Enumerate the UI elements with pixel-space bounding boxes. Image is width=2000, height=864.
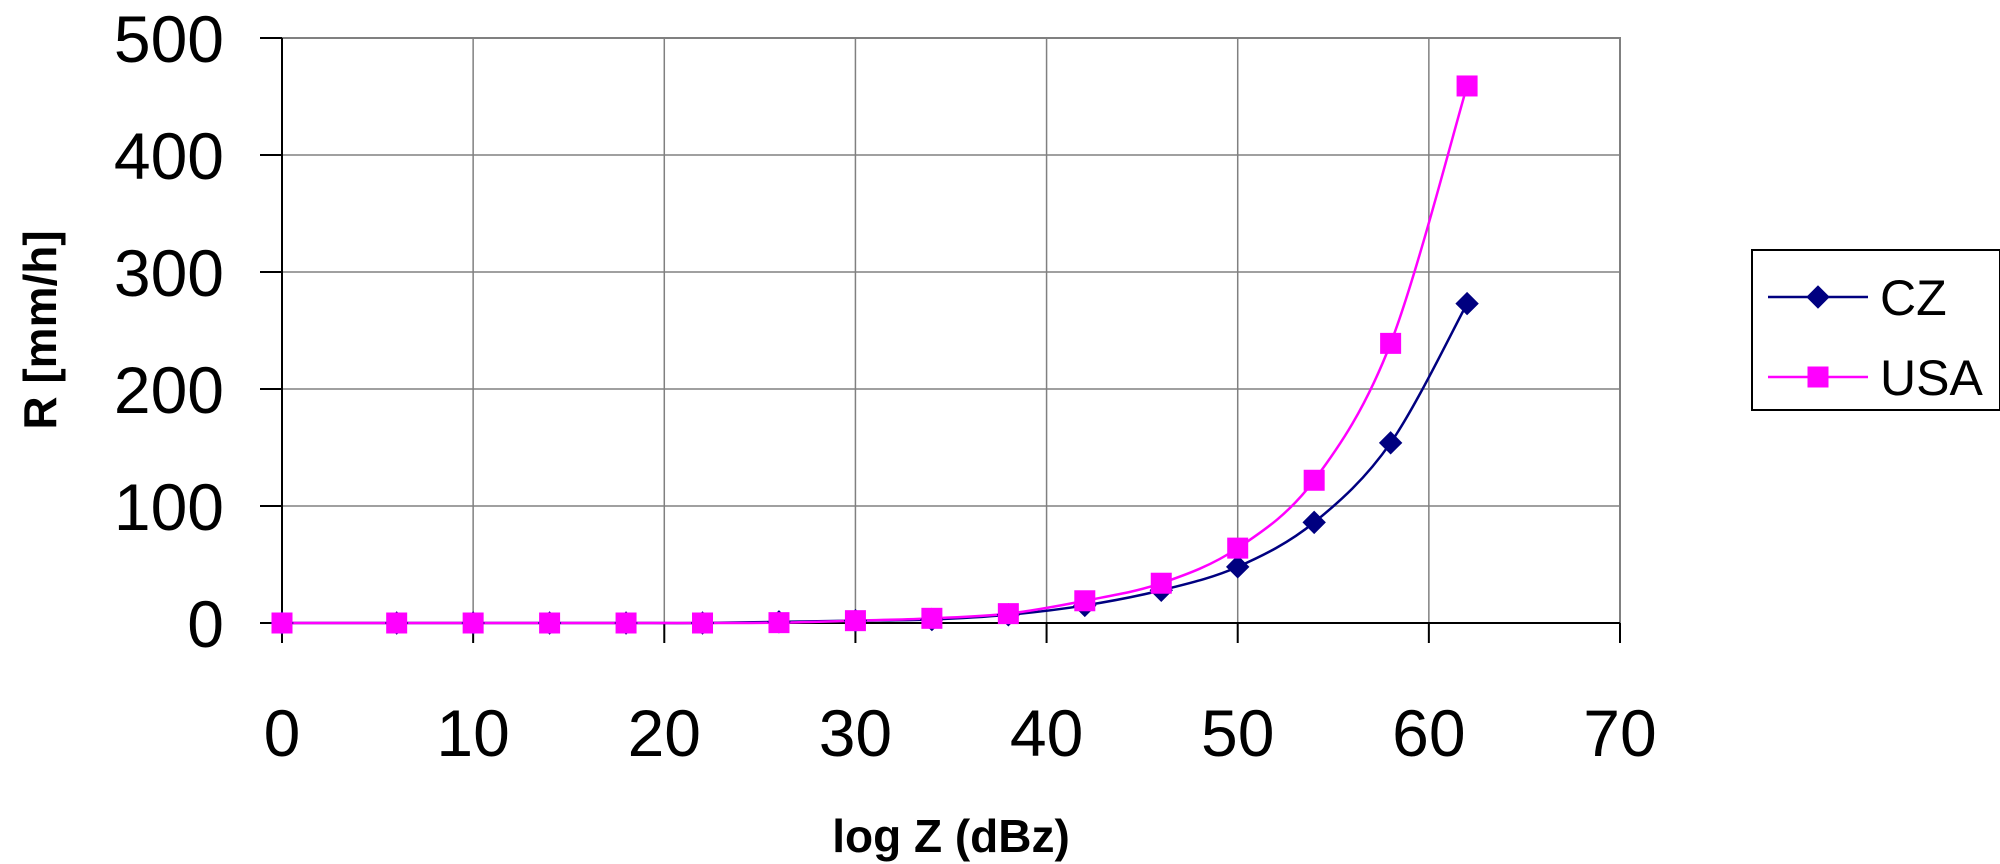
x-tick-label: 70 xyxy=(1583,696,1656,770)
x-tick-label: 60 xyxy=(1392,696,1465,770)
x-tick-label: 30 xyxy=(819,696,892,770)
x-axis-title: log Z (dBz) xyxy=(832,810,1070,862)
data-point-usa xyxy=(386,612,408,634)
x-tick-label: 10 xyxy=(436,696,509,770)
grid xyxy=(282,37,1621,623)
data-point-usa xyxy=(271,612,293,634)
x-tick-label: 20 xyxy=(628,696,701,770)
data-point-usa xyxy=(997,603,1019,625)
y-tick-label: 200 xyxy=(114,353,224,427)
y-tick-label: 100 xyxy=(114,470,224,544)
data-point-usa xyxy=(1227,537,1249,559)
data-point-usa xyxy=(921,607,943,629)
data-point-cz xyxy=(1226,555,1250,579)
legend-label-usa: USA xyxy=(1880,350,1983,406)
data-point-usa xyxy=(1150,572,1172,594)
legend-marker-cz xyxy=(1806,285,1830,309)
data-point-usa xyxy=(539,612,561,634)
data-point-usa xyxy=(1074,590,1096,612)
data-point-cz xyxy=(1378,431,1403,455)
data-point-usa xyxy=(692,612,714,634)
x-tick-label: 40 xyxy=(1010,696,1083,770)
legend-marker-usa xyxy=(1807,366,1829,388)
legend-label-cz: CZ xyxy=(1880,270,1947,326)
y-tick-label: 0 xyxy=(187,587,224,661)
tick-labels: 0 10 20 30 40 50 60 70 0 100 200 300 400 500 xyxy=(114,2,1657,770)
data-point-usa xyxy=(844,610,866,632)
data-point-usa xyxy=(462,612,484,634)
data-point-usa xyxy=(1456,75,1478,97)
plot-area xyxy=(281,37,1621,624)
x-tick-label: 0 xyxy=(264,696,301,770)
y-tick-label: 500 xyxy=(114,2,224,76)
series-markers xyxy=(270,75,1479,635)
data-point-usa xyxy=(768,612,790,634)
data-point-cz xyxy=(1455,291,1479,316)
y-tick-label: 300 xyxy=(114,236,224,310)
data-point-usa xyxy=(1303,469,1325,491)
data-point-usa xyxy=(1380,332,1402,354)
data-point-usa xyxy=(615,612,637,634)
y-tick-label: 400 xyxy=(114,119,224,193)
data-point-cz xyxy=(1302,510,1326,535)
y-axis-title: R [mm/h] xyxy=(14,230,66,429)
x-tick-label: 50 xyxy=(1201,696,1274,770)
legend: CZ USA xyxy=(1751,249,2000,411)
legend-box xyxy=(1751,249,2000,411)
